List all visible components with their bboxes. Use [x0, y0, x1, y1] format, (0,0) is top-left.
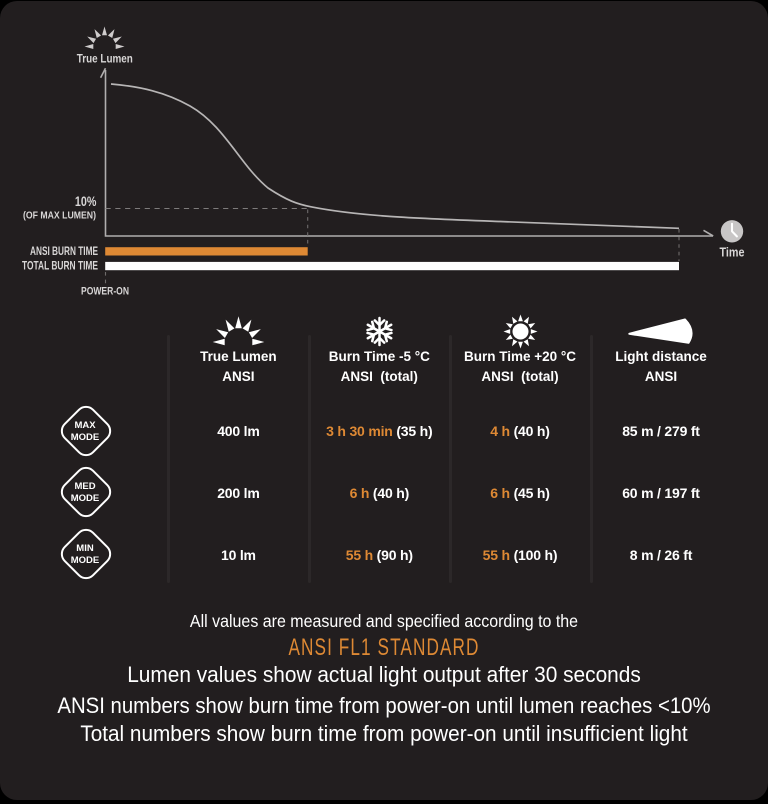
svg-text:TOTAL BURN TIME: TOTAL BURN TIME [22, 260, 98, 272]
svg-text:True Lumen: True Lumen [77, 51, 133, 65]
svg-text:10%: 10% [75, 193, 97, 209]
svg-text:(OF MAX LUMEN): (OF MAX LUMEN) [23, 211, 96, 222]
svg-text:ANSI BURN TIME: ANSI BURN TIME [30, 246, 98, 258]
svg-text:Time: Time [720, 244, 745, 259]
svg-text:POWER-ON: POWER-ON [81, 286, 129, 298]
